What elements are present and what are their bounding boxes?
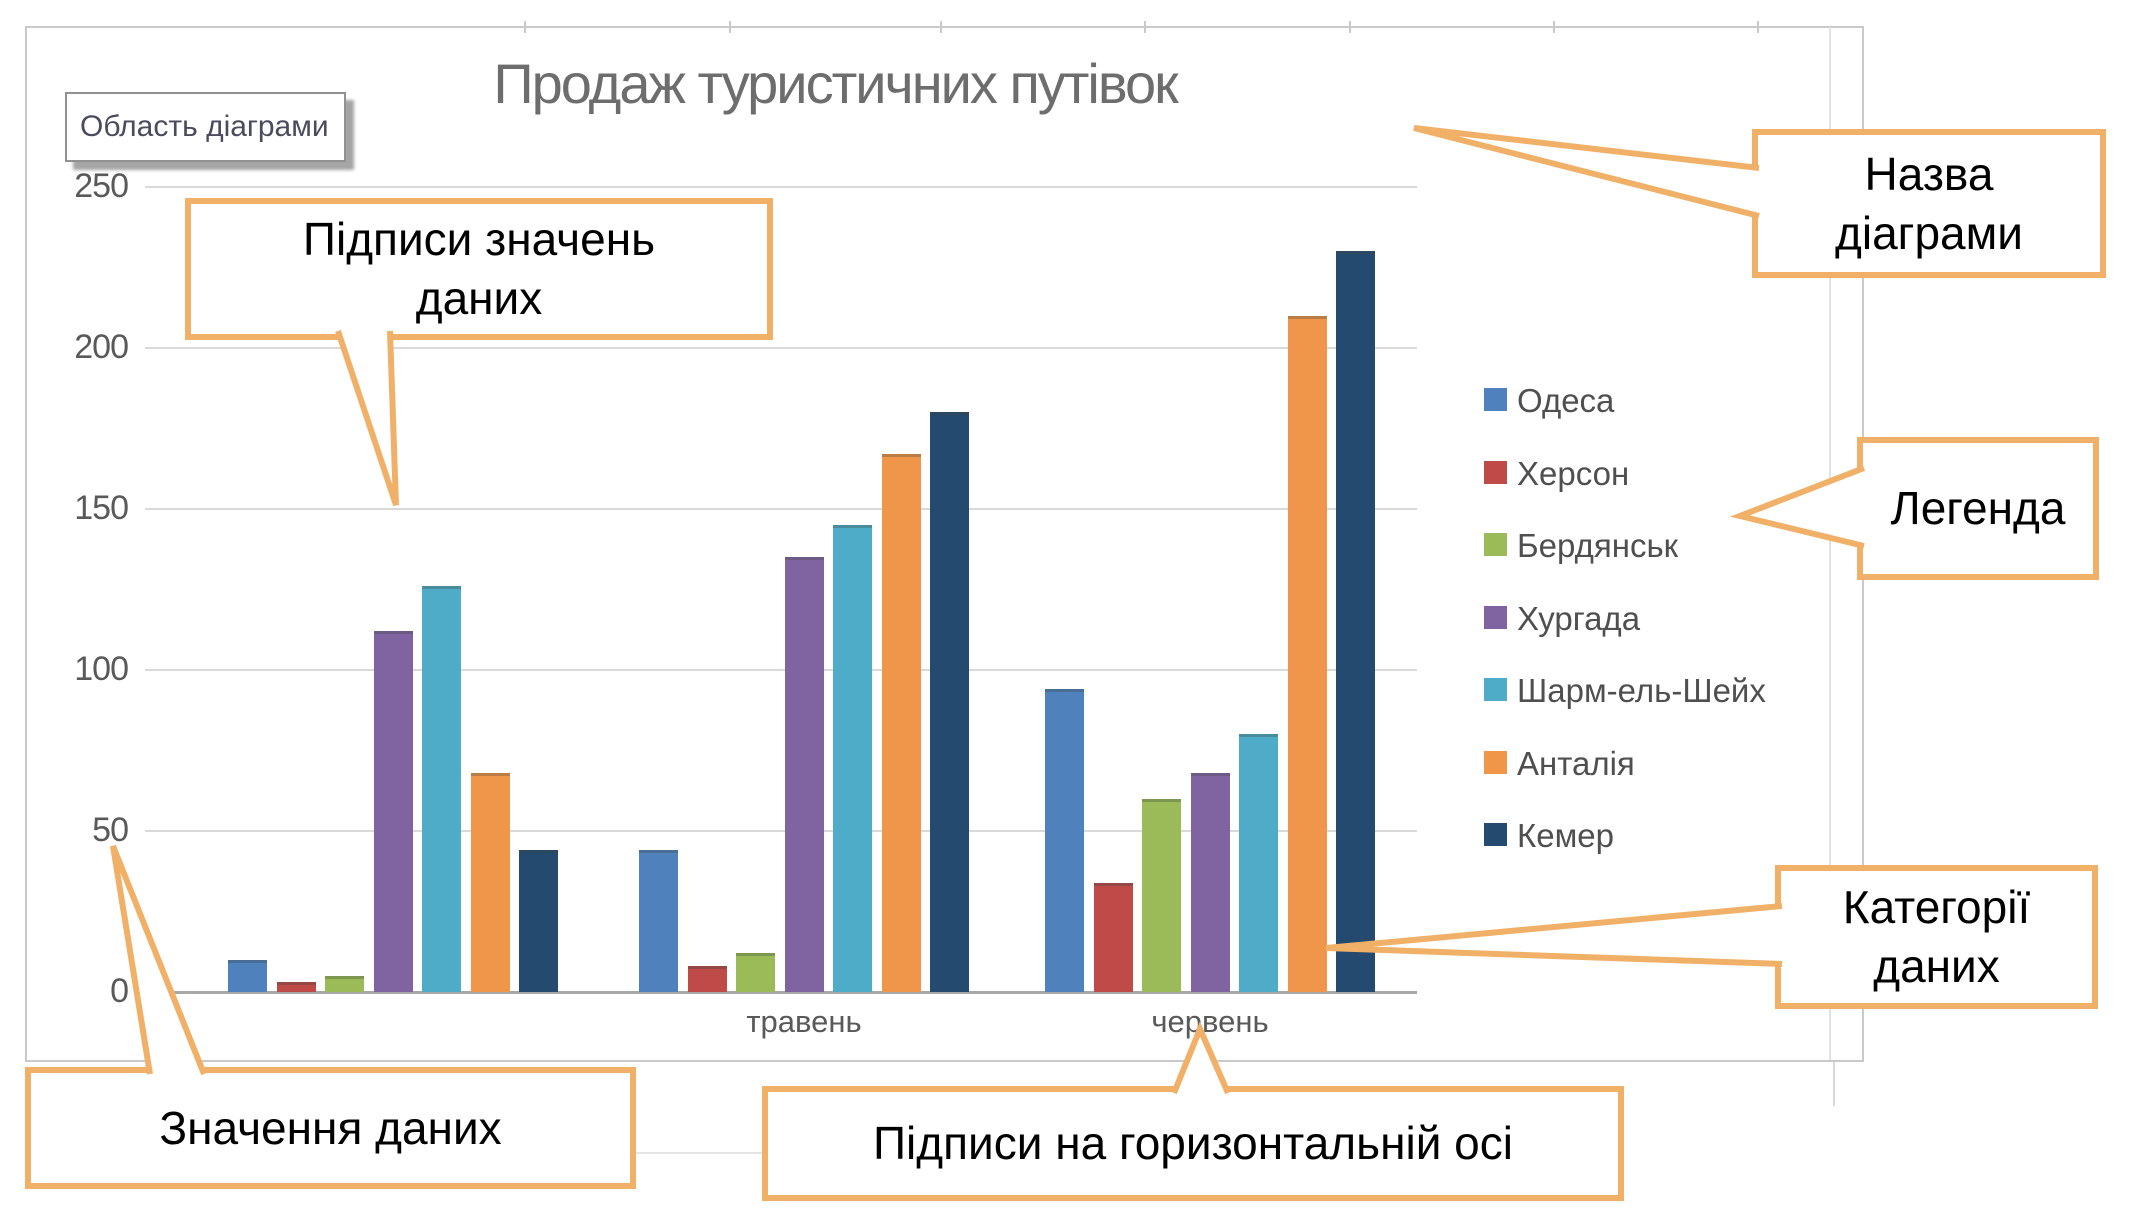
worksheet-column-tick xyxy=(1553,21,1555,33)
bar-Анталія-group1[interactable] xyxy=(471,773,510,992)
bar-Одеса-group3[interactable] xyxy=(1045,689,1084,992)
legend-label-Одеса: Одеса xyxy=(1517,382,1615,419)
callout-legend[interactable]: Легенда xyxy=(1857,437,2099,580)
legend-swatch-Хургада xyxy=(1484,605,1507,629)
legend-swatch-Херсон xyxy=(1484,460,1507,484)
y-axis-label-200[interactable]: 200 xyxy=(74,328,129,366)
worksheet-row-gridline xyxy=(636,1152,763,1154)
gridline-50 xyxy=(145,830,1417,832)
callout-data-value-labels[interactable]: Підписи значень даних xyxy=(185,198,773,340)
callout-chart-title-text: Назва діаграми xyxy=(1835,147,2023,259)
worksheet-column-tick xyxy=(1757,21,1759,33)
legend-label-Кемер: Кемер xyxy=(1517,817,1614,854)
worksheet-column-gridline-below xyxy=(1833,1062,1835,1106)
callout-data-categories-text: Категорії даних xyxy=(1842,881,2031,992)
chart-area-screentip: Область діаграми xyxy=(65,92,346,162)
legend-swatch-Одеса xyxy=(1484,388,1507,411)
gridline-200 xyxy=(145,347,1417,349)
bar-Одеса-group1[interactable] xyxy=(228,960,267,992)
legend-label-Херсон: Херсон xyxy=(1517,454,1630,492)
bar-Хургада-group3[interactable] xyxy=(1191,773,1230,992)
worksheet-column-tick xyxy=(1349,21,1351,33)
bar-Бердянськ-group2[interactable] xyxy=(736,953,775,992)
bar-Бердянськ-group1[interactable] xyxy=(325,976,364,992)
legend-label-Хургада: Хургада xyxy=(1517,599,1641,637)
worksheet-column-tick xyxy=(940,21,942,33)
bar-Кемер-group1[interactable] xyxy=(519,850,558,992)
y-axis-label-50[interactable]: 50 xyxy=(92,811,129,849)
y-axis-label-0[interactable]: 0 xyxy=(110,972,129,1010)
worksheet-column-tick xyxy=(729,21,731,33)
bar-Кемер-group3[interactable] xyxy=(1336,251,1375,992)
legend-swatch-Анталія xyxy=(1484,750,1507,774)
x-axis-label-червень[interactable]: червень xyxy=(1151,1004,1269,1039)
bar-Херсон-group1[interactable] xyxy=(277,982,316,992)
legend-swatch-Бердянськ xyxy=(1484,533,1507,556)
gridline-250 xyxy=(145,186,1417,188)
callout-data-categories[interactable]: Категорії даних xyxy=(1775,865,2098,1009)
bar-Хургада-group2[interactable] xyxy=(785,557,824,992)
legend-swatch-Кемер xyxy=(1484,823,1507,846)
callout-horizontal-axis-labels[interactable]: Підписи на горизонтальній осі xyxy=(762,1086,1624,1201)
chart-title[interactable]: Продаж туристичних путівок xyxy=(493,52,1178,115)
legend-label-Бердянськ: Бердянськ xyxy=(1517,527,1679,564)
worksheet-column-tick xyxy=(524,21,526,33)
y-axis-label-250[interactable]: 250 xyxy=(74,167,129,205)
y-axis-label-100[interactable]: 100 xyxy=(74,650,129,688)
bar-Херсон-group2[interactable] xyxy=(688,966,727,992)
bar-Хургада-group1[interactable] xyxy=(374,631,413,992)
bar-Херсон-group3[interactable] xyxy=(1094,883,1133,992)
legend-swatch-Шарм-ель-Шейх xyxy=(1484,678,1507,701)
bar-Анталія-group2[interactable] xyxy=(882,454,921,992)
bar-Шарм-ель-Шейх-group3[interactable] xyxy=(1239,734,1278,992)
bar-Анталія-group3[interactable] xyxy=(1288,316,1327,992)
bar-Шарм-ель-Шейх-group2[interactable] xyxy=(833,525,872,992)
callout-legend-text: Легенда xyxy=(1890,482,2066,535)
gridline-150 xyxy=(145,508,1417,510)
gridline-100 xyxy=(145,669,1417,671)
callout-horizontal-axis-labels-text: Підписи на горизонтальній осі xyxy=(872,1117,1513,1170)
bar-Бердянськ-group3[interactable] xyxy=(1142,799,1181,992)
callout-data-values-text: Значення даних xyxy=(159,1101,502,1154)
callout-chart-title[interactable]: Назва діаграми xyxy=(1752,129,2106,278)
worksheet-column-tick xyxy=(1144,21,1146,33)
bar-Шарм-ель-Шейх-group1[interactable] xyxy=(422,586,461,992)
legend-label-Шарм-ель-Шейх: Шарм-ель-Шейх xyxy=(1517,672,1766,709)
callout-data-values[interactable]: Значення даних xyxy=(25,1067,636,1189)
gridline-0 xyxy=(145,991,1417,994)
screentip-text: Область діаграми xyxy=(80,110,329,143)
y-axis-label-150[interactable]: 150 xyxy=(74,489,129,527)
x-axis-label-травень[interactable]: травень xyxy=(746,1004,862,1039)
callout-data-value-labels-text: Підписи значень даних xyxy=(302,213,656,324)
bar-Одеса-group2[interactable] xyxy=(639,850,678,992)
legend-label-Анталія: Анталія xyxy=(1517,744,1635,782)
bar-Кемер-group2[interactable] xyxy=(930,412,969,992)
